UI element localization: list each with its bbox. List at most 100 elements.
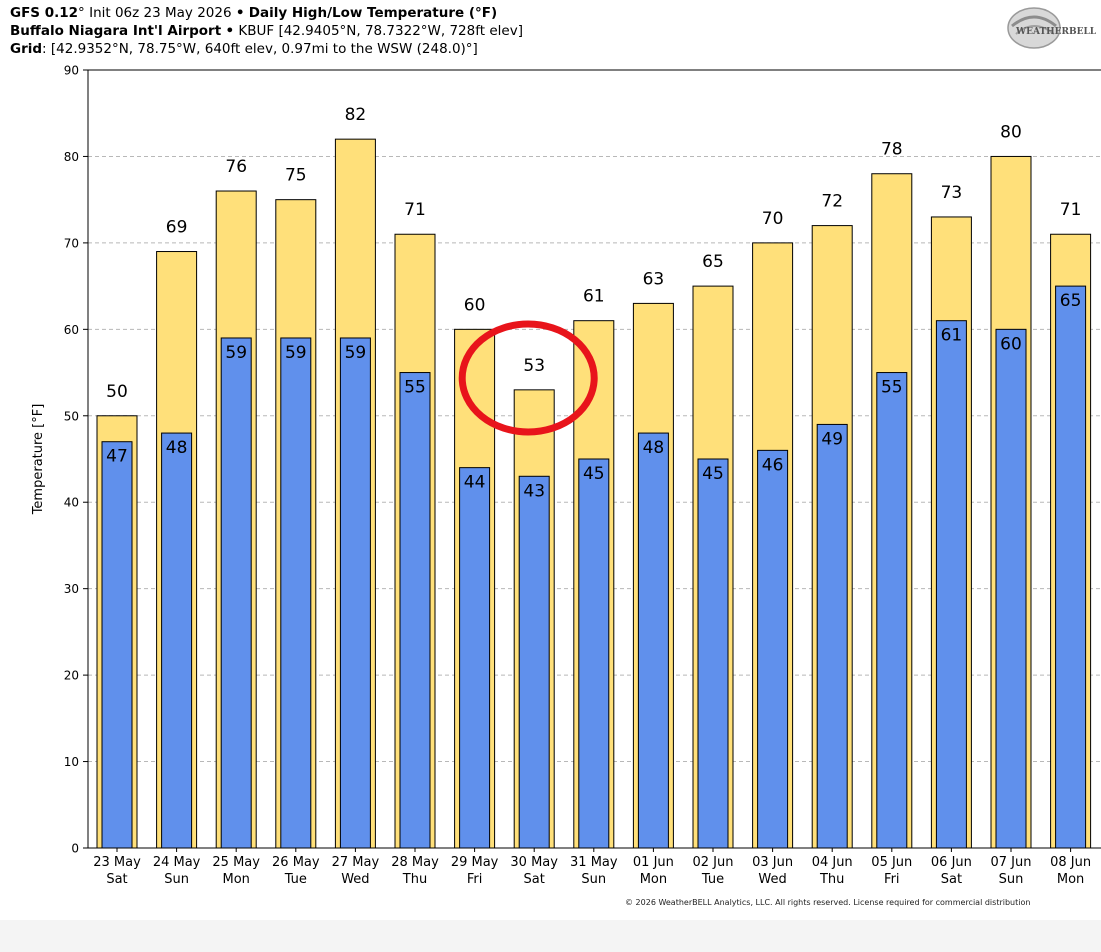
x-tick-day-label: Fri	[884, 872, 900, 887]
low-temp-bar	[876, 372, 908, 849]
x-tick-day-label: Mon	[640, 872, 667, 887]
high-temp-label: 53	[523, 356, 545, 376]
y-tick-label: 90	[64, 64, 79, 78]
low-temp-label: 49	[821, 429, 843, 449]
degree-symbol: °	[78, 5, 85, 21]
x-tick-day-label: Thu	[402, 872, 427, 887]
x-tick-day-label: Sun	[581, 872, 606, 887]
y-tick-label: 80	[64, 150, 79, 164]
y-tick-label: 0	[71, 842, 79, 856]
low-temp-bar	[399, 372, 431, 849]
low-temp-label: 60	[1000, 334, 1022, 354]
high-temp-label: 65	[702, 252, 724, 272]
x-tick-day-label: Wed	[758, 872, 786, 887]
low-temp-label: 46	[762, 455, 784, 475]
grid-label: Grid	[10, 41, 43, 57]
x-tick-date-label: 01 Jun	[633, 855, 674, 870]
x-tick-date-label: 27 May	[332, 855, 380, 870]
low-temp-label: 43	[523, 481, 545, 501]
x-tick-day-label: Mon	[1057, 872, 1084, 887]
y-tick-label: 10	[64, 755, 79, 769]
x-tick-day-label: Thu	[819, 872, 844, 887]
y-tick-label: 60	[64, 323, 79, 337]
low-temp-bar	[637, 432, 669, 849]
model-name: GFS 0.12	[10, 5, 79, 21]
temperature-chart: 0 10 20 30 40 50 60 70 80 90 Temperature [°F] 50 47 2…	[31, 64, 1101, 887]
low-temp-label: 45	[702, 464, 724, 484]
high-temp-label: 72	[821, 192, 843, 212]
y-tick-label: 70	[64, 236, 79, 250]
low-temp-label: 47	[106, 447, 128, 467]
x-tick-date-label: 29 May	[451, 855, 499, 870]
x-tick-date-label: 05 Jun	[871, 855, 912, 870]
logo-text: WEATHERBELL	[1015, 27, 1097, 37]
annotation-circle	[458, 320, 598, 436]
high-temp-label: 70	[762, 209, 784, 229]
high-temp-label: 71	[404, 200, 426, 220]
init-time: Init 06z 23 May 2026	[89, 5, 232, 21]
header-line-model: GFS 0.12° Init 06z 23 May 2026 • Daily H…	[10, 4, 990, 22]
header-line-grid: Grid: [42.9352°N, 78.75°W, 640ft elev, 0…	[10, 40, 990, 58]
x-tick-date-label: 26 May	[272, 855, 320, 870]
x-tick-date-label: 02 Jun	[693, 855, 734, 870]
x-tick-day-label: Sat	[524, 872, 545, 887]
x-tick-day-label: Sun	[999, 872, 1024, 887]
station-details: KBUF [42.9405°N, 78.7322°W, 728ft elev]	[238, 23, 523, 39]
low-temp-label: 55	[881, 378, 903, 398]
x-tick-date-label: 24 May	[153, 855, 201, 870]
low-temp-bar	[339, 337, 371, 849]
low-temp-bar	[220, 337, 252, 849]
x-tick-date-label: 04 Jun	[812, 855, 853, 870]
high-temp-label: 73	[941, 183, 963, 203]
low-temp-bar	[518, 475, 550, 849]
x-tick-date-label: 30 May	[510, 855, 558, 870]
separator-dot: •	[235, 5, 245, 21]
product-name: Daily High/Low Temperature (°F)	[248, 5, 498, 21]
low-temp-label: 59	[345, 343, 367, 363]
x-tick-date-label: 31 May	[570, 855, 618, 870]
low-temp-bar	[995, 328, 1027, 849]
x-tick-date-label: 08 Jun	[1050, 855, 1091, 870]
low-temp-bar	[1055, 285, 1087, 849]
high-temp-label: 80	[1000, 122, 1022, 142]
low-temp-label: 55	[404, 378, 426, 398]
low-temp-label: 59	[285, 343, 307, 363]
x-tick-day-label: Tue	[284, 872, 307, 887]
separator-dot: •	[225, 23, 235, 39]
x-tick-date-label: 07 Jun	[991, 855, 1032, 870]
low-temp-bar	[459, 467, 491, 849]
x-tick-day-label: Sat	[106, 872, 127, 887]
chart-header: GFS 0.12° Init 06z 23 May 2026 • Daily H…	[10, 4, 990, 58]
x-tick-day-label: Mon	[222, 872, 249, 887]
low-temp-bar	[757, 449, 789, 849]
x-tick-day-label: Sat	[941, 872, 962, 887]
x-tick-day-label: Sun	[164, 872, 189, 887]
low-temp-bar	[697, 458, 729, 849]
x-tick-date-label: 03 Jun	[752, 855, 793, 870]
x-tick-date-label: 06 Jun	[931, 855, 972, 870]
y-tick-label: 40	[64, 496, 79, 510]
x-tick-date-label: 28 May	[391, 855, 439, 870]
header-line-station: Buffalo Niagara Int'l Airport • KBUF [42…	[10, 22, 990, 40]
copyright-notice: © 2026 WeatherBELL Analytics, LLC. All r…	[625, 898, 1031, 907]
low-temp-bar	[280, 337, 312, 849]
low-temp-bar	[578, 458, 610, 849]
high-temp-label: 69	[166, 218, 188, 238]
low-temp-bar	[935, 320, 967, 849]
low-temp-bar	[101, 441, 133, 849]
y-tick-label: 30	[64, 582, 79, 596]
low-temp-bar	[816, 423, 848, 849]
low-temp-label: 48	[643, 438, 665, 458]
low-temp-label: 44	[464, 473, 486, 493]
y-tick-label: 50	[64, 409, 79, 423]
high-temp-label: 50	[106, 382, 128, 402]
x-tick-date-label: 23 May	[93, 855, 141, 870]
low-temp-label: 59	[225, 343, 247, 363]
high-temp-label: 63	[643, 269, 665, 289]
x-tick-date-label: 25 May	[212, 855, 260, 870]
high-temp-label: 82	[345, 105, 367, 125]
low-temp-label: 65	[1060, 291, 1082, 311]
high-temp-label: 75	[285, 166, 307, 186]
weatherbell-logo: WEATHERBELL	[1007, 7, 1097, 49]
high-temp-label: 71	[1060, 200, 1082, 220]
